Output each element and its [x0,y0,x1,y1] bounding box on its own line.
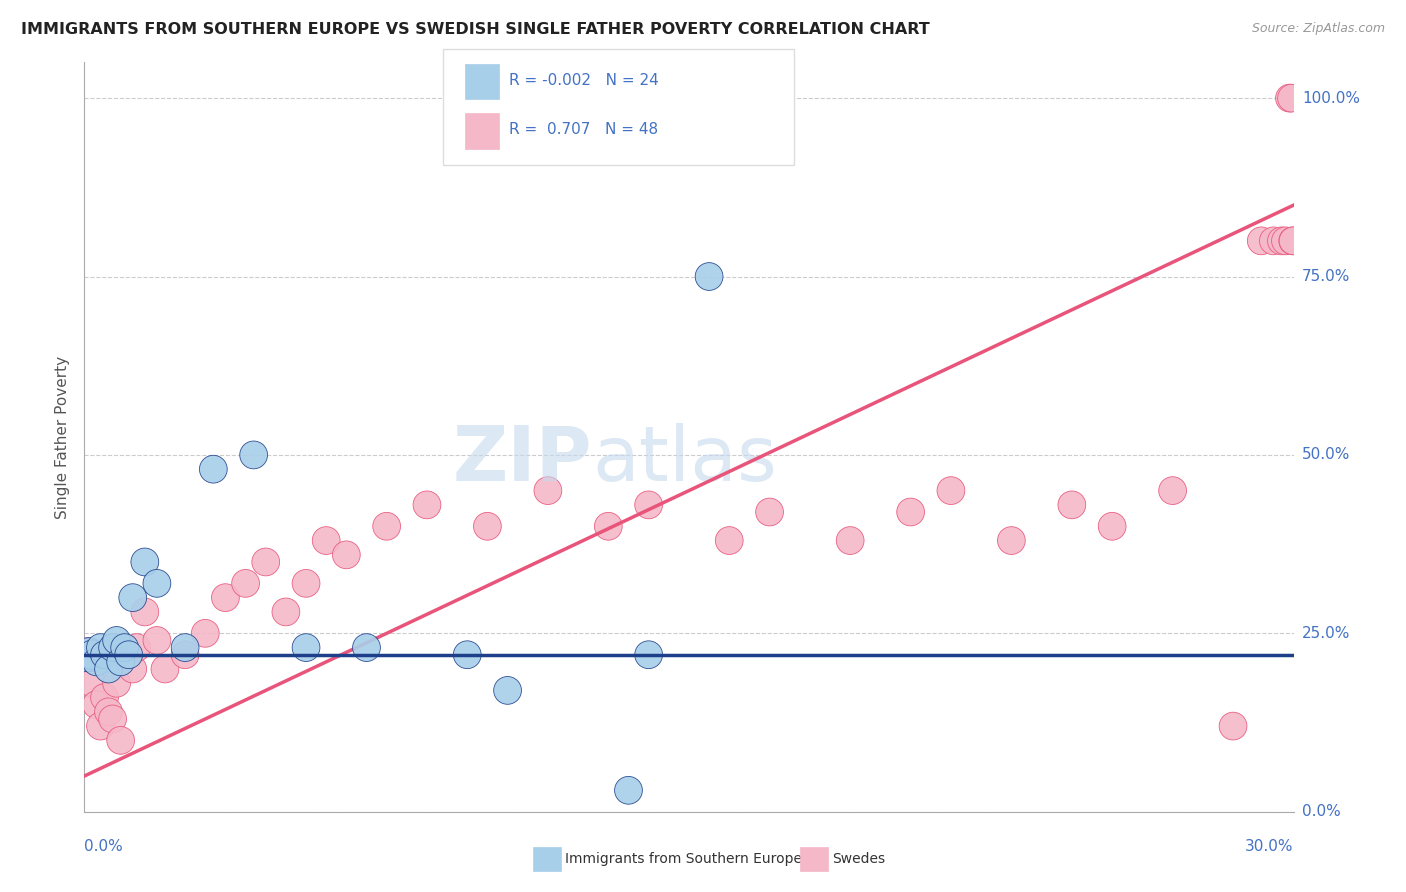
Point [101,640,124,655]
Point [939,483,962,498]
Point [86,698,108,712]
Point [82,676,104,690]
Point [146,576,169,591]
Text: 30.0%: 30.0% [1246,839,1294,855]
Point [1060,498,1083,512]
Point [86,655,108,669]
Point [697,269,720,284]
Text: Source: ZipAtlas.com: Source: ZipAtlas.com [1251,22,1385,36]
Point [114,648,136,662]
Point [93,648,115,662]
Point [356,640,378,655]
Point [77,648,100,662]
Point [118,648,141,662]
Point [77,648,100,662]
Point [110,733,132,747]
Point [1282,234,1305,248]
Point [89,640,111,655]
Text: 25.0%: 25.0% [1302,626,1350,640]
Point [274,605,297,619]
Point [125,640,148,655]
Point [82,648,104,662]
Point [174,648,197,662]
Point [121,662,143,676]
Text: R = -0.002   N = 24: R = -0.002 N = 24 [509,73,659,88]
Text: ZIP: ZIP [453,423,592,497]
Point [1222,719,1244,733]
Point [105,676,128,690]
Point [121,591,143,605]
Point [839,533,862,548]
Point [1281,234,1303,248]
Point [114,640,136,655]
Point [718,533,741,548]
Text: Swedes: Swedes [832,852,886,866]
Point [93,690,115,705]
Point [295,640,318,655]
Point [1161,483,1184,498]
Text: 50.0%: 50.0% [1302,448,1350,462]
Point [1270,234,1292,248]
Point [1000,533,1022,548]
Text: IMMIGRANTS FROM SOUTHERN EUROPE VS SWEDISH SINGLE FATHER POVERTY CORRELATION CHA: IMMIGRANTS FROM SOUTHERN EUROPE VS SWEDI… [21,22,929,37]
Point [202,462,225,476]
Text: 100.0%: 100.0% [1302,91,1360,105]
Point [1101,519,1123,533]
Point [214,591,236,605]
Point [1281,91,1303,105]
Point [146,633,169,648]
Point [375,519,398,533]
Y-axis label: Single Father Poverty: Single Father Poverty [55,356,70,518]
Point [153,662,176,676]
Point [97,705,120,719]
Point [1250,234,1272,248]
Text: Immigrants from Southern Europe: Immigrants from Southern Europe [565,852,803,866]
Point [1274,234,1296,248]
Point [1278,91,1301,105]
Text: 0.0%: 0.0% [1302,805,1340,819]
Point [416,498,439,512]
Point [598,519,620,533]
Point [335,548,357,562]
Point [101,712,124,726]
Point [477,519,499,533]
Point [254,555,277,569]
Point [295,576,318,591]
Point [900,505,922,519]
Point [617,783,640,797]
Point [315,533,337,548]
Point [97,662,120,676]
Point [242,448,264,462]
Point [496,683,519,698]
Point [194,626,217,640]
Point [456,648,478,662]
Text: 75.0%: 75.0% [1302,269,1350,284]
Text: 0.0%: 0.0% [84,839,124,855]
Point [637,648,659,662]
Point [110,655,132,669]
Point [174,640,197,655]
Point [1263,234,1285,248]
Point [537,483,560,498]
Point [235,576,257,591]
Point [89,719,111,733]
Point [637,498,659,512]
Point [758,505,780,519]
Point [105,633,128,648]
Point [134,605,156,619]
Point [134,555,156,569]
Text: R =  0.707   N = 48: R = 0.707 N = 48 [509,122,658,137]
Text: atlas: atlas [592,423,778,497]
